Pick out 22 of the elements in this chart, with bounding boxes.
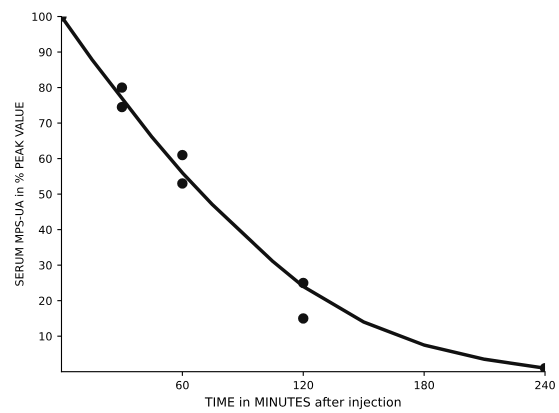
point [177,150,188,160]
y-tick-label: 60 [39,154,52,163]
x-tick-label: 180 [414,380,434,390]
y-tick-label: 30 [39,261,52,270]
y-tick-label: 100 [32,12,52,21]
y-tick-label: 10 [40,332,52,341]
x-tick-label: 60 [176,380,189,390]
y-tick-label: 40 [38,226,52,234]
y-tick-label: 20 [39,296,52,306]
point [177,178,188,189]
x-tick-label: 120 [294,380,314,390]
x-tick-label: 240 [535,380,555,390]
point [116,82,128,93]
y-axis-title: SERUM MPS-UA in % PEAK VALUE [14,102,24,286]
y-tick-label: 50 [39,190,52,198]
point [298,313,308,324]
y-tick-label: 80 [39,84,52,92]
y-tick-label: 70 [39,119,52,128]
point [116,102,128,112]
point [298,278,308,288]
x-axis-title: TIME in MINUTES after injection [204,397,401,410]
y-tick-label: 90 [39,48,52,56]
